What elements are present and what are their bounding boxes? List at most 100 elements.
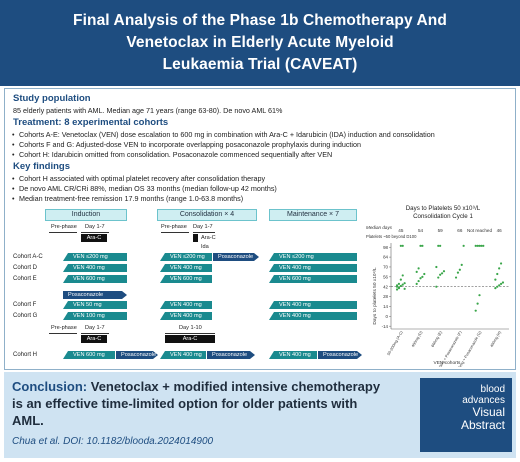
data-point <box>476 244 479 247</box>
cohort-g-label: Cohort G <box>13 313 38 319</box>
data-point <box>403 282 406 285</box>
cohort-d-induction: VEN 400 mg <box>63 264 127 272</box>
key-finding-1: Cohort H associated with optimal platele… <box>12 174 265 183</box>
y-tick-label-8: 98 <box>383 245 388 250</box>
data-point <box>399 284 402 288</box>
ida-label: Ida <box>201 244 209 250</box>
h-pre-phase-label: Pre-phase <box>51 325 77 331</box>
cohort-ac-induction: VEN ≤200 mg <box>63 253 127 261</box>
cohort-e-maintenance: VEN 600 mg <box>269 275 357 283</box>
data-point <box>440 272 444 275</box>
cohort-ac-posaconazole: Posaconazole <box>213 253 259 261</box>
data-point <box>478 244 481 247</box>
chart-title: Days to Platelets 50 x10⁹/L <box>406 205 481 212</box>
platelet-recovery-chart: Days to Platelets 50 x10⁹/L Consolidatio… <box>366 205 509 367</box>
h-day-1-10-arrow <box>165 333 215 334</box>
median-value-5: 46 <box>497 228 503 233</box>
cohort-f-consolidation: VEN 400 mg <box>160 301 212 309</box>
cons-pre-arrow <box>161 232 189 233</box>
data-point <box>437 276 440 279</box>
cohort-h-posaconazole-2: Posaconazole <box>207 351 255 359</box>
cohort-d-label: Cohort D <box>13 265 38 271</box>
cohort-fg-posaconazole: Posaconazole <box>63 291 127 299</box>
conclusion-text: Venetoclax + modified intensive chemothe… <box>12 379 381 428</box>
y-tick-label-3: 28 <box>383 294 388 299</box>
chart-xlabel: VEN cohorts <box>434 360 462 366</box>
median-value-4: Not reached <box>467 228 492 233</box>
pre-phase-label: Pre-phase <box>51 224 77 230</box>
x-tick-label-1: 400mg (D) <box>411 330 424 348</box>
conclusion-label: Conclusion: <box>12 379 88 394</box>
abstract-card: Study population 85 elderly patients wit… <box>4 88 516 370</box>
y-tick-label-6: 70 <box>383 265 388 270</box>
median-value-2: 59 <box>438 228 444 233</box>
cohort-h-maintenance: VEN 400 mg <box>269 351 317 359</box>
data-point <box>419 277 422 280</box>
data-point <box>395 285 399 288</box>
data-point <box>476 302 479 305</box>
data-point <box>494 278 497 281</box>
h-day-1-10-label: Day 1-10 <box>179 325 202 331</box>
data-point <box>494 287 497 290</box>
data-point <box>456 271 460 274</box>
data-point <box>415 270 418 274</box>
data-point <box>499 282 503 285</box>
h-pre-arrow <box>49 333 77 334</box>
h-ara-c-bar: Ara-C <box>81 335 107 343</box>
cohort-d-consolidation: VEN 400 mg <box>160 264 212 272</box>
x-tick-label-5: 400mg (H) <box>490 330 503 348</box>
x-tick-label-0: 50-200mg (A-C) <box>387 330 404 356</box>
data-point <box>474 309 477 312</box>
cons-day-1-7-label: Day 1-7 <box>193 224 213 230</box>
h-day-arrow <box>81 333 109 334</box>
logo-line-1: blood <box>480 384 505 395</box>
logo-line-2: advances <box>462 395 505 406</box>
cons-pre-phase-label: Pre-phase <box>161 224 187 230</box>
data-point <box>417 267 420 270</box>
data-point <box>401 283 404 286</box>
treatment-bullet-1: Cohorts A-E: Venetoclax (VEN) dose escal… <box>12 130 435 139</box>
ida-box <box>193 234 198 242</box>
data-point <box>496 285 499 288</box>
data-point <box>460 263 463 266</box>
chart-median-label: Median days <box>366 225 393 230</box>
data-point <box>499 262 503 265</box>
data-point <box>417 279 420 283</box>
data-point <box>397 286 401 289</box>
data-point <box>403 287 406 290</box>
data-point <box>496 272 499 276</box>
median-value-0: 45 <box>398 228 404 233</box>
citation-prefix: Chua et al. DOI: <box>12 436 87 447</box>
cohort-f-label: Cohort F <box>13 302 37 308</box>
data-point <box>423 272 426 276</box>
data-point <box>397 282 401 285</box>
phase-maintenance: Maintenance × 7 <box>269 209 357 221</box>
data-point <box>435 265 438 269</box>
data-point <box>399 278 402 281</box>
cohort-e-consolidation: VEN 600 mg <box>160 275 212 283</box>
data-point <box>458 268 461 271</box>
data-point <box>478 294 481 297</box>
cohort-h-posaconazole-1: Posaconazole <box>116 351 158 359</box>
title-line-3: Leukaemia Trial (CAVEAT) <box>162 56 358 73</box>
y-tick-label-2: 14 <box>383 304 388 309</box>
title-line-2: Venetoclax in Elderly Acute Myeloid <box>126 34 394 51</box>
data-point <box>439 273 442 276</box>
cons-ara-c-label: Ara-C <box>201 235 216 241</box>
cohort-h-induction: VEN 600 mg <box>63 351 115 359</box>
cohort-g-maintenance: VEN 400 mg <box>269 312 357 320</box>
cohort-h-posaconazole-3: Posaconazole <box>318 351 362 359</box>
data-point <box>442 270 446 273</box>
y-tick-label-4: 42 <box>383 284 388 289</box>
logo-line-3: Visual <box>472 405 505 419</box>
citation-doi[interactable]: 10.1182/blooda.2024014900 <box>86 436 214 447</box>
title-banner: Final Analysis of the Phase 1b Chemother… <box>0 0 520 86</box>
pre-phase-arrow <box>49 232 77 233</box>
x-tick-label-2: 600mg (E) <box>431 330 444 348</box>
data-point <box>419 244 422 247</box>
data-point <box>401 274 404 277</box>
data-point <box>399 244 402 247</box>
data-point <box>474 244 477 247</box>
logo-line-4: Abstract <box>460 418 505 432</box>
data-point <box>437 244 440 247</box>
